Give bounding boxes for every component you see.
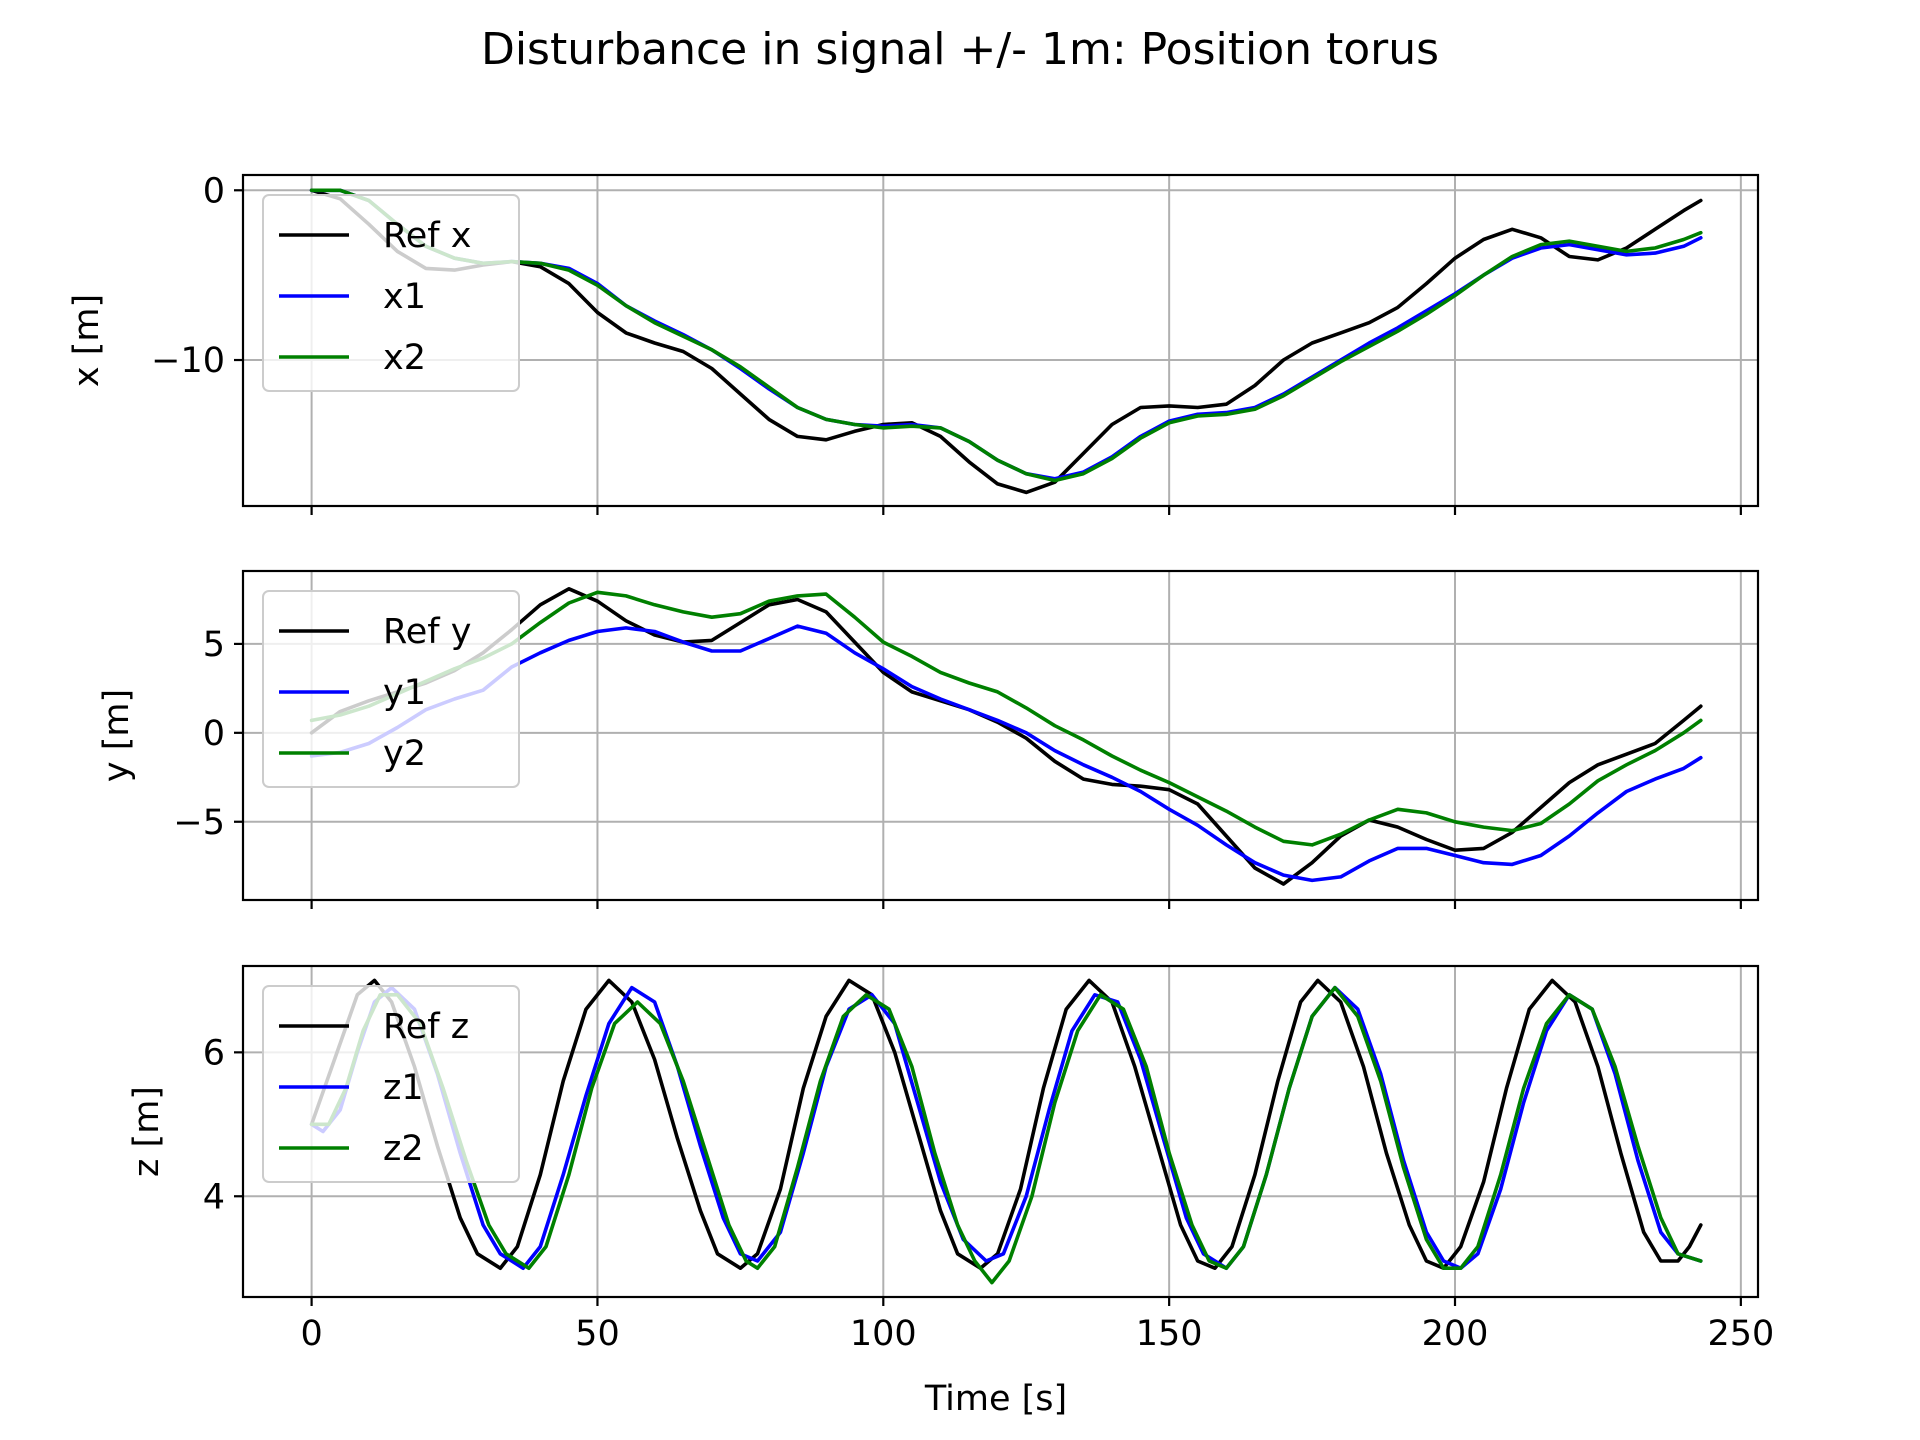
subplot-1: 0 −10 x [m] Ref x x1 x2 bbox=[67, 171, 1760, 515]
x-axis-label: Time [s] bbox=[924, 1379, 1067, 1419]
legend-entry: x2 bbox=[383, 338, 426, 378]
legend-box bbox=[262, 985, 520, 1183]
legend: Ref z z1 z2 bbox=[262, 985, 520, 1183]
series-line-ref-y bbox=[309, 587, 1703, 886]
series-line-y1 bbox=[309, 624, 1703, 883]
axes-frame bbox=[241, 964, 1760, 1299]
y-tick-label: 0 bbox=[203, 171, 225, 211]
legend-entry: x1 bbox=[383, 277, 426, 317]
legend-entry: Ref y bbox=[383, 612, 471, 652]
legend-entry: y2 bbox=[383, 734, 426, 774]
x-tick-label: 150 bbox=[1136, 1314, 1203, 1354]
x-tick-label: 100 bbox=[850, 1314, 917, 1354]
x-tick-label: 0 bbox=[300, 1314, 322, 1354]
subplot-2: 5 0 −5 y [m] Ref y y1 y2 bbox=[97, 569, 1760, 909]
x-tick-label: 50 bbox=[575, 1314, 620, 1354]
legend: Ref x x1 x2 bbox=[262, 194, 520, 392]
legend-entry: z2 bbox=[383, 1129, 424, 1169]
y-tick-label: 6 bbox=[203, 1033, 225, 1073]
y-axis-label: z [m] bbox=[127, 1086, 167, 1177]
series-line-x2 bbox=[309, 188, 1703, 483]
y-tick-label: −10 bbox=[151, 341, 225, 381]
series-line-ref-x bbox=[309, 188, 1703, 495]
y-axis-label: x [m] bbox=[67, 294, 107, 387]
x-tick-label: 200 bbox=[1422, 1314, 1489, 1354]
series-line-ref-z bbox=[309, 978, 1703, 1270]
y-tick-label: 4 bbox=[203, 1177, 225, 1217]
axes-frame bbox=[241, 173, 1760, 508]
series-line-z2 bbox=[309, 985, 1703, 1285]
chart-title: Disturbance in signal +/- 1m: Position t… bbox=[481, 24, 1439, 75]
series-group bbox=[309, 188, 1703, 495]
legend-entry: z1 bbox=[383, 1068, 424, 1108]
subplot-3: 0 50 100 150 200 250 6 4 z [m] Ref z z1 z2 bbox=[127, 964, 1774, 1354]
legend-entry: Ref x bbox=[383, 216, 471, 256]
y-axis-label: y [m] bbox=[97, 689, 137, 782]
legend-entry: y1 bbox=[383, 673, 426, 713]
y-tick-label: 0 bbox=[203, 714, 225, 754]
legend-entry: Ref z bbox=[383, 1007, 469, 1047]
series-line-y2 bbox=[309, 590, 1703, 847]
y-tick-label: 5 bbox=[203, 625, 225, 665]
x-tick-label: 250 bbox=[1707, 1314, 1774, 1354]
series-group bbox=[309, 587, 1703, 886]
y-tick-label: −5 bbox=[173, 803, 225, 843]
legend: Ref y y1 y2 bbox=[262, 590, 520, 788]
legend-box bbox=[262, 590, 520, 788]
axes-frame bbox=[241, 569, 1760, 902]
series-group bbox=[309, 978, 1703, 1285]
legend-box bbox=[262, 194, 520, 392]
